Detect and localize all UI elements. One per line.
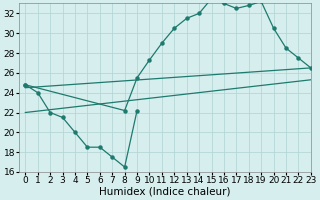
X-axis label: Humidex (Indice chaleur): Humidex (Indice chaleur) <box>99 187 231 197</box>
